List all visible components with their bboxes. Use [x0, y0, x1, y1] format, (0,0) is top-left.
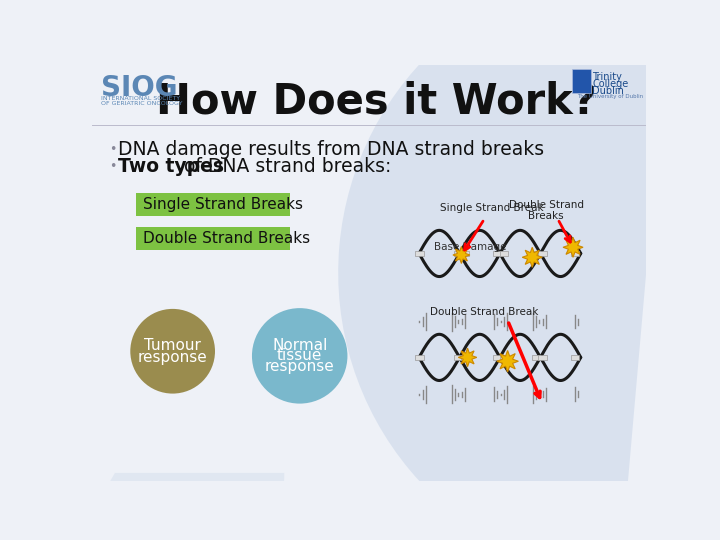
Wedge shape	[30, 473, 284, 540]
Polygon shape	[459, 348, 477, 367]
FancyBboxPatch shape	[454, 355, 462, 360]
Text: Dublin: Dublin	[593, 86, 624, 96]
Text: The University of Dublin: The University of Dublin	[577, 94, 643, 99]
FancyBboxPatch shape	[500, 355, 508, 360]
Text: College: College	[593, 79, 629, 90]
Text: •: •	[109, 160, 116, 173]
Text: SIOG: SIOG	[101, 74, 178, 102]
Text: response: response	[265, 359, 335, 374]
Text: How Does it Work?: How Does it Work?	[156, 81, 597, 123]
Polygon shape	[497, 350, 518, 372]
Text: Two types: Two types	[118, 157, 224, 176]
Text: INTERNATIONAL SOCIETY: INTERNATIONAL SOCIETY	[101, 96, 180, 101]
FancyBboxPatch shape	[500, 251, 508, 256]
FancyBboxPatch shape	[415, 355, 423, 360]
Text: Double Strand
Breaks: Double Strand Breaks	[508, 199, 584, 221]
Text: •: •	[109, 143, 116, 156]
Text: Normal: Normal	[272, 338, 328, 353]
Text: Single Strand Breaks: Single Strand Breaks	[143, 198, 302, 212]
Text: DNA damage results from DNA strand breaks: DNA damage results from DNA strand break…	[118, 140, 544, 159]
Circle shape	[130, 309, 215, 394]
FancyBboxPatch shape	[571, 355, 580, 360]
Text: Trinity: Trinity	[593, 72, 622, 83]
FancyBboxPatch shape	[539, 355, 547, 360]
FancyBboxPatch shape	[137, 226, 290, 249]
FancyBboxPatch shape	[454, 251, 462, 256]
Polygon shape	[453, 247, 470, 264]
Text: response: response	[138, 350, 207, 365]
Polygon shape	[522, 247, 542, 267]
Text: of DNA strand breaks:: of DNA strand breaks:	[178, 157, 392, 176]
Text: OF GERIATRIC ONCOLOGY: OF GERIATRIC ONCOLOGY	[101, 101, 183, 106]
FancyBboxPatch shape	[493, 251, 502, 256]
FancyBboxPatch shape	[461, 251, 469, 256]
FancyBboxPatch shape	[572, 70, 590, 92]
Text: Tumour: Tumour	[144, 338, 201, 353]
FancyBboxPatch shape	[532, 251, 541, 256]
Wedge shape	[338, 0, 673, 540]
FancyBboxPatch shape	[415, 251, 423, 256]
Text: Double Strand Break: Double Strand Break	[431, 307, 539, 316]
Polygon shape	[563, 237, 583, 257]
FancyBboxPatch shape	[493, 355, 502, 360]
Text: Single Strand Break: Single Strand Break	[441, 204, 544, 213]
Text: tissue: tissue	[277, 348, 323, 363]
Circle shape	[252, 308, 348, 403]
FancyBboxPatch shape	[532, 355, 541, 360]
FancyBboxPatch shape	[571, 251, 580, 256]
FancyBboxPatch shape	[461, 355, 469, 360]
FancyBboxPatch shape	[539, 251, 547, 256]
Text: Double Strand Breaks: Double Strand Breaks	[143, 231, 310, 246]
Text: Base Damage: Base Damage	[434, 242, 507, 252]
FancyBboxPatch shape	[137, 193, 290, 217]
